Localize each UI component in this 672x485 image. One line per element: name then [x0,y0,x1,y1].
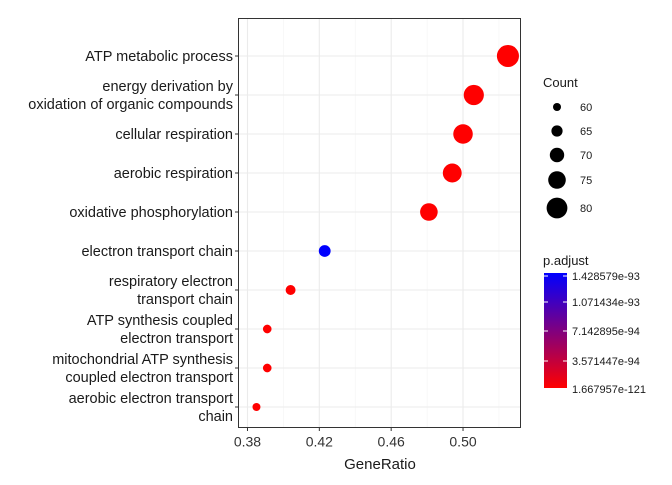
grid-lines [238,18,521,428]
category-label-line: ATP synthesis coupled [87,313,233,329]
count-legend-key [553,103,561,111]
category-label: respiratory electron transport chain [109,274,233,308]
x-tick-label: 0.50 [449,434,476,450]
data-point [318,245,331,257]
count-legend-label: 75 [580,175,592,187]
p-adjust-legend-label: 1.667957e-121 [572,384,646,396]
category-label: ATP metabolic process [85,49,233,65]
count-legend-label: 65 [580,126,592,138]
category-label: aerobic electron transport chain [69,391,233,425]
count-legend-key [546,197,568,219]
count-legend-label: 70 [580,150,592,162]
category-label-line: aerobic electron transport [69,391,233,407]
category-label: cellular respiration [115,127,233,143]
x-axis-title: GeneRatio [344,456,416,473]
count-legend-key [548,171,566,189]
category-label: aerobic respiration [114,166,233,182]
count-legend-title: Count [543,75,578,90]
count-legend-key [551,125,563,137]
category-label: mitochondrial ATP synthesis coupled elect… [52,352,233,386]
count-legend-label: 60 [580,102,592,114]
x-axis: 0.38 0.42 0.46 0.50 [234,427,477,450]
x-tick-label: 0.46 [378,434,405,450]
category-label: energy derivation by oxidation of organic… [28,79,233,113]
p-adjust-legend-title: p.adjust [543,253,589,268]
count-legend: Count 60 65 70 75 80 [543,75,592,219]
category-label-line: electron transport [120,331,233,347]
count-legend-key [549,147,565,163]
category-label: ATP synthesis coupled electron transport [87,313,233,347]
category-label-line: energy derivation by [102,79,233,95]
category-labels: ATP metabolic process energy derivation b… [28,49,239,425]
p-adjust-colorbar [544,273,567,388]
category-label-line: transport chain [137,292,233,308]
data-point [285,285,296,295]
p-adjust-legend: p.adjust 1.428579e-93 1.071434e-93 7.14289… [543,253,646,396]
data-point [420,203,438,221]
data-point [496,44,519,68]
data-point [442,163,462,183]
data-point [262,363,272,373]
p-adjust-legend-label: 1.071434e-93 [572,297,640,309]
x-tick-label: 0.38 [234,434,261,450]
data-points [252,44,519,411]
category-label-line: mitochondrial ATP synthesis [52,352,233,368]
category-label-line: oxidative phosphorylation [69,205,233,221]
category-label: oxidative phosphorylation [69,205,233,221]
data-point [463,84,484,106]
category-label-line: chain [198,409,233,425]
data-point [262,324,272,334]
category-label-line: aerobic respiration [114,166,233,182]
category-label-line: respiratory electron [109,274,233,290]
category-label-line: cellular respiration [115,127,233,143]
category-label-line: oxidation of organic compounds [28,97,233,113]
p-adjust-legend-label: 1.428579e-93 [572,271,640,283]
count-legend-label: 80 [580,203,592,215]
p-adjust-legend-label: 3.571447e-94 [572,356,640,368]
category-label-line: ATP metabolic process [85,49,233,65]
data-point [453,124,473,144]
x-tick-label: 0.42 [306,434,333,450]
data-point [252,403,261,411]
panel-border [238,18,521,428]
category-label-line: coupled electron transport [65,370,233,386]
category-label-line: electron transport chain [81,244,233,260]
category-label: electron transport chain [81,244,233,260]
p-adjust-legend-label: 7.142895e-94 [572,326,640,338]
